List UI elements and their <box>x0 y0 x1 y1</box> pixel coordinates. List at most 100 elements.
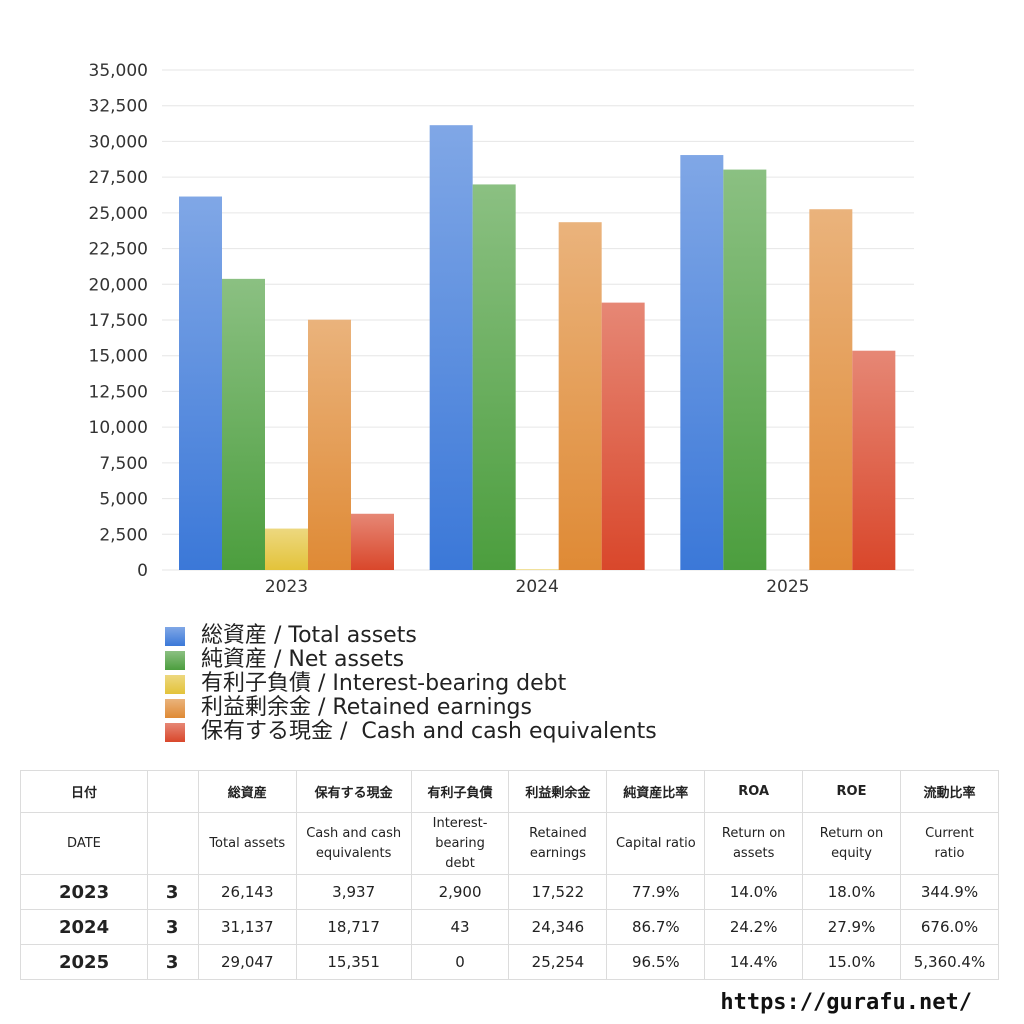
table-row: 2023 3 26,143 3,937 2,900 17,522 77.9% 14.0% 18.… <box>20 874 1000 910</box>
table-cell: 保有する現金 <box>295 770 412 813</box>
bar-2025-series-1 <box>723 169 767 571</box>
table-cell: ROA <box>704 770 804 813</box>
legend-item: 総資産 / Total assets <box>165 624 657 648</box>
table-cell: 3,937 <box>295 874 412 910</box>
bar-2023-series-1 <box>222 278 265 570</box>
table-cell: Interest-bearing debt <box>410 812 510 875</box>
y-tick-label: 12,500 <box>89 382 148 402</box>
table-cell: 43 <box>410 909 510 945</box>
table-cell: 31,137 <box>197 909 297 945</box>
table-cell: 2024 <box>20 909 148 945</box>
grid-lines <box>162 69 914 571</box>
legend-swatch <box>165 722 185 742</box>
table-cell: 14.4% <box>704 944 804 980</box>
table-cell: 日付 <box>20 770 148 813</box>
bar-2024-series-2 <box>515 569 559 570</box>
table-cell: 3 <box>146 944 199 980</box>
table-cell: 15,351 <box>295 944 412 980</box>
table-cell: Cash and cash equivalents <box>295 812 412 875</box>
legend-label: 総資産 / Total assets <box>201 623 417 648</box>
y-tick-label: 2,500 <box>99 525 148 545</box>
legend-item: 純資産 / Net assets <box>165 648 657 672</box>
legend-swatch <box>165 626 185 646</box>
table-cell: 25,254 <box>508 944 608 980</box>
legend-label: 純資産 / Net assets <box>201 647 405 672</box>
table-cell: 3 <box>146 874 199 910</box>
y-tick-label: 25,000 <box>89 204 148 224</box>
table-cell: 2023 <box>20 874 148 910</box>
table-cell: 24.2% <box>704 909 804 945</box>
table-cell: 3 <box>146 909 199 945</box>
y-tick-label: 22,500 <box>89 240 148 260</box>
bar-chart: 0 2,500 5,000 7,500 10,000 12,500 15,000 17,500… <box>89 61 914 597</box>
table-cell: 2025 <box>20 944 148 980</box>
y-tick-label: 30,000 <box>89 132 148 152</box>
y-tick-label: 20,000 <box>89 275 148 295</box>
y-tick-label: 17,500 <box>89 311 148 331</box>
bar-2023-series-3 <box>308 319 351 570</box>
table-cell: 18,717 <box>295 909 412 945</box>
bar-2023-series-0 <box>179 196 222 570</box>
table-cell: 344.9% <box>899 874 1000 910</box>
y-tick-label: 0 <box>137 561 148 581</box>
table-cell: 総資産 <box>197 770 297 813</box>
bar-2025-series-0 <box>680 155 724 571</box>
table-cell <box>146 812 199 875</box>
legend-label: 保有する現金 / Cash and cash equivalents <box>201 719 657 744</box>
table-header-jp: 日付 総資産 保有する現金 有利子負債 利益剰余金 純資産比率 ROA ROE 流動比率 <box>20 770 1000 813</box>
bar-2024-series-1 <box>472 184 516 570</box>
table-cell: 5,360.4% <box>899 944 1000 980</box>
x-tick-label: 2023 <box>265 577 308 597</box>
y-tick-label: 15,000 <box>89 347 148 367</box>
table-header-en: DATE Total assets Cash and cash equivalents… <box>20 812 1000 875</box>
table-cell: 2,900 <box>410 874 510 910</box>
bars <box>179 125 896 571</box>
table-cell: 利益剰余金 <box>508 770 608 813</box>
table-cell: 26,143 <box>197 874 297 910</box>
y-tick-label: 10,000 <box>89 418 148 438</box>
legend-item: 保有する現金 / Cash and cash equivalents <box>165 720 657 744</box>
table-cell: Return on assets <box>704 812 804 875</box>
table-cell: Retained earnings <box>508 812 608 875</box>
table-cell: ROE <box>802 770 901 813</box>
x-tick-label: 2024 <box>516 577 559 597</box>
bar-2024-series-0 <box>429 125 473 570</box>
bar-2025-series-4 <box>852 350 896 570</box>
bar-2025-series-3 <box>809 209 853 570</box>
bar-2023-series-2 <box>265 528 308 570</box>
table-cell: Capital ratio <box>606 812 706 875</box>
table-cell: 29,047 <box>197 944 297 980</box>
legend-item: 利益剰余金 / Retained earnings <box>165 696 657 720</box>
y-tick-label: 5,000 <box>99 490 148 510</box>
bar-2024-series-3 <box>558 222 602 570</box>
table-cell: 0 <box>410 944 510 980</box>
y-tick-label: 35,000 <box>89 61 148 81</box>
chart-legend: 総資産 / Total assets 純資産 / Net assets 有利子負債 … <box>165 624 657 744</box>
legend-swatch <box>165 674 185 694</box>
y-axis-ticks: 0 2,500 5,000 7,500 10,000 12,500 15,000 17,500… <box>89 61 148 581</box>
y-tick-label: 27,500 <box>89 168 148 188</box>
table-cell: 有利子負債 <box>410 770 510 813</box>
table-cell: 27.9% <box>802 909 901 945</box>
y-tick-label: 32,500 <box>89 97 148 117</box>
y-tick-label: 7,500 <box>99 454 148 474</box>
site-url: https://gurafu.net/ <box>720 990 972 1015</box>
legend-swatch <box>165 650 185 670</box>
table-row: 2024 3 31,137 18,717 43 24,346 86.7% 24.2% 27.9%… <box>20 909 1000 945</box>
legend-label: 利益剰余金 / Retained earnings <box>201 695 532 720</box>
table-row: 2025 3 29,047 15,351 0 25,254 96.5% 14.4% 15.0% 5… <box>20 944 1000 980</box>
table-cell <box>146 770 199 813</box>
table-cell: 86.7% <box>606 909 706 945</box>
table-cell: 流動比率 <box>899 770 1000 813</box>
legend-item: 有利子負債 / Interest-bearing debt <box>165 672 657 696</box>
table-cell: 15.0% <box>802 944 901 980</box>
table-cell: 77.9% <box>606 874 706 910</box>
x-tick-label: 2025 <box>766 577 809 597</box>
table-cell: Return on equity <box>802 812 901 875</box>
table-cell: 18.0% <box>802 874 901 910</box>
table-cell: 純資産比率 <box>606 770 706 813</box>
table-cell: DATE <box>20 812 148 875</box>
table-cell: 17,522 <box>508 874 608 910</box>
financial-table: 日付 総資産 保有する現金 有利子負債 利益剰余金 純資産比率 ROA ROE 流動比率 DATE… <box>20 770 1000 980</box>
bar-2023-series-4 <box>351 513 394 570</box>
